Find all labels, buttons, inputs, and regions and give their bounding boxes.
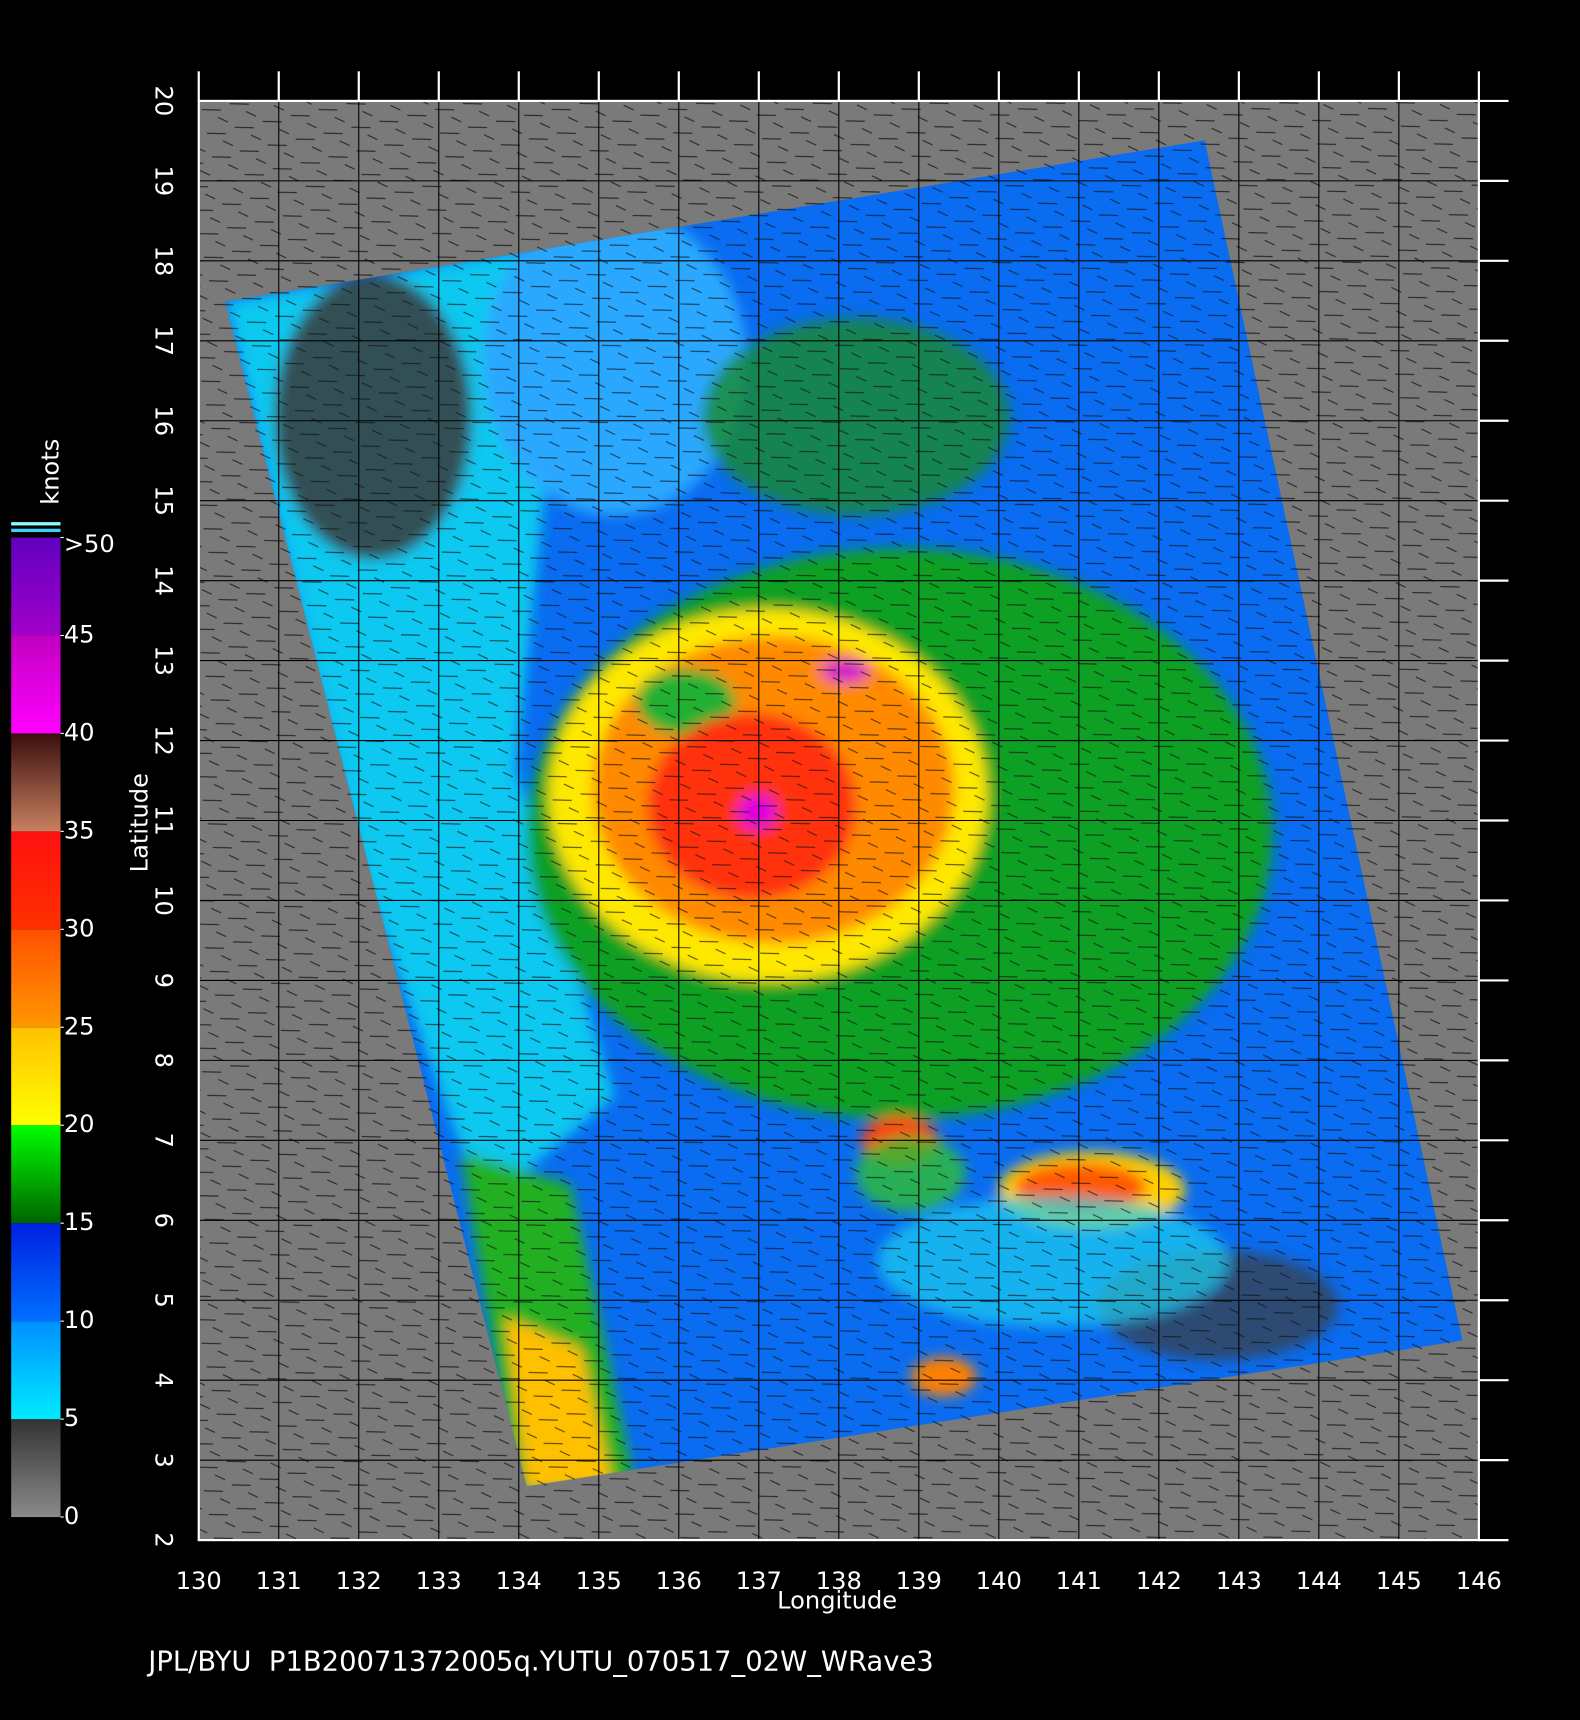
y-tick-label: 10 — [150, 885, 178, 916]
colorbar-tick-label: 10 — [64, 1306, 95, 1334]
colorbar-tick-label: 20 — [64, 1110, 95, 1138]
frame — [197, 71, 1509, 1542]
plot-frame — [197, 99, 1480, 1542]
colorbar-segment — [11, 831, 61, 930]
x-tick-label: 142 — [1136, 1567, 1182, 1595]
x-tick-label: 143 — [1216, 1567, 1262, 1595]
colorbar-segment — [11, 733, 61, 832]
x-tick-label: 140 — [976, 1567, 1022, 1595]
y-tick-label: 13 — [150, 645, 178, 676]
colorbar-cap — [11, 528, 61, 533]
colorbar-segment — [11, 1223, 61, 1322]
y-tick-label: 2 — [150, 1532, 178, 1547]
colorbar-segment — [11, 1125, 61, 1224]
colorbar-segment — [11, 929, 61, 1028]
y-tick-label: 19 — [150, 166, 178, 197]
colorbar-tick-label: >50 — [64, 530, 115, 558]
y-tick-label: 15 — [150, 485, 178, 516]
colorbar-tick-label: 45 — [64, 620, 95, 648]
y-tick-label: 16 — [150, 405, 178, 436]
wind-barbs-swath — [225, 140, 1463, 1487]
x-tick-label: 132 — [336, 1567, 382, 1595]
y-tick-label: 9 — [150, 973, 178, 988]
y-axis-label: Latitude — [126, 773, 154, 872]
y-tick-label: 6 — [150, 1213, 178, 1228]
colorbar-tick-label: 0 — [64, 1502, 79, 1530]
y-tick-label: 11 — [150, 805, 178, 836]
x-tick-label: 146 — [1456, 1567, 1502, 1595]
x-tick-label: 138 — [816, 1567, 862, 1595]
x-tick-label: 141 — [1056, 1567, 1102, 1595]
x-tick-label: 134 — [496, 1567, 542, 1595]
plot-area — [198, 100, 1479, 1541]
colorbar-segment — [11, 1027, 61, 1126]
colorbar-tick-label: 25 — [64, 1012, 95, 1040]
y-tick-label: 18 — [150, 245, 178, 276]
colorbar-title: knots — [37, 439, 65, 505]
colorbar-segment — [11, 1321, 61, 1420]
x-tick-label: 137 — [736, 1567, 782, 1595]
y-tick-label: 3 — [150, 1452, 178, 1467]
y-tick-label: 7 — [150, 1133, 178, 1148]
colorbar-cap — [11, 522, 61, 526]
colorbar-tick-label: 15 — [64, 1208, 95, 1236]
colorbar-tick-label: 40 — [64, 718, 95, 746]
colorbar-segment — [11, 635, 61, 734]
x-tick-label: 133 — [416, 1567, 462, 1595]
grid — [198, 100, 1479, 1541]
colorbar-tick-label: 30 — [64, 914, 95, 942]
y-tick-label: 14 — [150, 565, 178, 596]
colorbar-tick-label: 35 — [64, 816, 95, 844]
y-tick-label: 8 — [150, 1053, 178, 1068]
y-tick-label: 12 — [150, 725, 178, 756]
y-tick-label: 5 — [150, 1293, 178, 1308]
x-tick-label: 144 — [1296, 1567, 1342, 1595]
x-tick-label: 135 — [576, 1567, 622, 1595]
footer: JPL/BYU P1B20071372005q.YUTU_070517_02W_… — [146, 1646, 933, 1677]
y-tick-label: 17 — [150, 325, 178, 356]
colorbar-segment — [11, 1419, 61, 1518]
x-tick-label: 136 — [656, 1567, 702, 1595]
x-tick-label: 145 — [1376, 1567, 1422, 1595]
y-tick-label: 4 — [150, 1373, 178, 1388]
x-tick-label: 139 — [896, 1567, 942, 1595]
x-axis-label: Longitude — [777, 1587, 897, 1615]
colorbar: knots 0 5 10 15 20 25 30 35 40 45 >50 — [11, 439, 115, 1530]
y-tick-label: 20 — [150, 86, 178, 117]
x-tick-label: 130 — [176, 1567, 222, 1595]
colorbar-tick-label: 5 — [64, 1404, 79, 1432]
colorbar-segment — [11, 537, 61, 636]
x-tick-label: 131 — [256, 1567, 302, 1595]
